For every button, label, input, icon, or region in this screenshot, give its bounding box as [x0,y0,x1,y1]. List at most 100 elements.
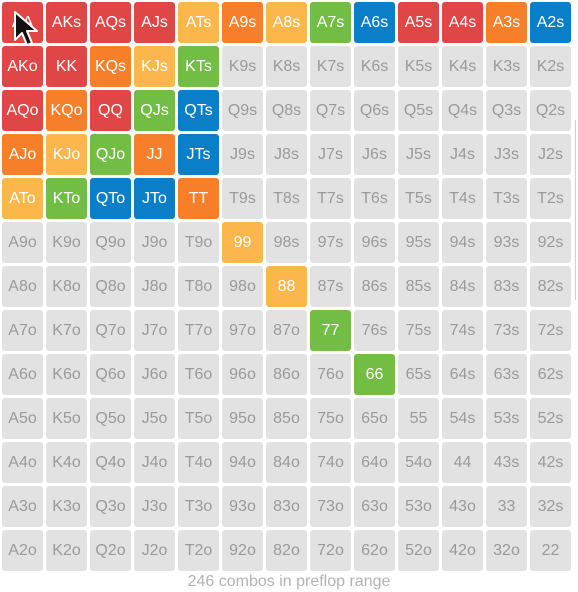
hand-cell-53o[interactable]: 53o [398,486,439,527]
hand-cell-KK[interactable]: KK [46,46,87,87]
hand-cell-Q9o[interactable]: Q9o [90,222,131,263]
hand-cell-A8s[interactable]: A8s [266,2,307,43]
hand-cell-97s[interactable]: 97s [310,222,351,263]
hand-cell-73o[interactable]: 73o [310,486,351,527]
hand-cell-96s[interactable]: 96s [354,222,395,263]
hand-cell-43o[interactable]: 43o [442,486,483,527]
hand-cell-Q4s[interactable]: Q4s [442,90,483,131]
hand-cell-ATo[interactable]: ATo [2,178,43,219]
hand-cell-A5s[interactable]: A5s [398,2,439,43]
hand-cell-76s[interactable]: 76s [354,310,395,351]
hand-cell-AA[interactable]: AA [2,2,43,43]
hand-cell-K8s[interactable]: K8s [266,46,307,87]
hand-cell-66[interactable]: 66 [354,354,395,395]
hand-cell-87o[interactable]: 87o [266,310,307,351]
hand-cell-QTs[interactable]: QTs [178,90,219,131]
hand-cell-93s[interactable]: 93s [486,222,527,263]
hand-cell-KJs[interactable]: KJs [134,46,175,87]
hand-cell-88[interactable]: 88 [266,266,307,307]
hand-cell-94s[interactable]: 94s [442,222,483,263]
hand-cell-J3o[interactable]: J3o [134,486,175,527]
hand-cell-KQo[interactable]: KQo [46,90,87,131]
hand-cell-T5o[interactable]: T5o [178,398,219,439]
hand-cell-AJs[interactable]: AJs [134,2,175,43]
hand-cell-T6s[interactable]: T6s [354,178,395,219]
hand-cell-72s[interactable]: 72s [530,310,571,351]
hand-cell-52s[interactable]: 52s [530,398,571,439]
hand-cell-84o[interactable]: 84o [266,442,307,483]
hand-cell-QQ[interactable]: QQ [90,90,131,131]
hand-cell-QJo[interactable]: QJo [90,134,131,175]
hand-cell-J7o[interactable]: J7o [134,310,175,351]
hand-cell-J2s[interactable]: J2s [530,134,571,175]
hand-cell-43s[interactable]: 43s [486,442,527,483]
hand-cell-T8o[interactable]: T8o [178,266,219,307]
hand-cell-T9s[interactable]: T9s [222,178,263,219]
hand-cell-A7o[interactable]: A7o [2,310,43,351]
hand-cell-A3s[interactable]: A3s [486,2,527,43]
hand-cell-Q5o[interactable]: Q5o [90,398,131,439]
hand-cell-A2s[interactable]: A2s [530,2,571,43]
hand-cell-85s[interactable]: 85s [398,266,439,307]
hand-cell-62o[interactable]: 62o [354,530,395,571]
hand-cell-44[interactable]: 44 [442,442,483,483]
hand-cell-82s[interactable]: 82s [530,266,571,307]
hand-cell-A6o[interactable]: A6o [2,354,43,395]
hand-cell-86s[interactable]: 86s [354,266,395,307]
hand-cell-Q8o[interactable]: Q8o [90,266,131,307]
hand-cell-87s[interactable]: 87s [310,266,351,307]
hand-cell-33[interactable]: 33 [486,486,527,527]
hand-cell-Q6s[interactable]: Q6s [354,90,395,131]
hand-cell-75o[interactable]: 75o [310,398,351,439]
hand-cell-AJo[interactable]: AJo [2,134,43,175]
hand-cell-77[interactable]: 77 [310,310,351,351]
hand-cell-J7s[interactable]: J7s [310,134,351,175]
hand-cell-92o[interactable]: 92o [222,530,263,571]
hand-cell-T2s[interactable]: T2s [530,178,571,219]
hand-cell-85o[interactable]: 85o [266,398,307,439]
hand-cell-AQo[interactable]: AQo [2,90,43,131]
hand-cell-A6s[interactable]: A6s [354,2,395,43]
hand-cell-JTo[interactable]: JTo [134,178,175,219]
hand-cell-92s[interactable]: 92s [530,222,571,263]
hand-cell-54o[interactable]: 54o [398,442,439,483]
hand-cell-86o[interactable]: 86o [266,354,307,395]
hand-cell-ATs[interactable]: ATs [178,2,219,43]
hand-cell-K9o[interactable]: K9o [46,222,87,263]
hand-cell-42o[interactable]: 42o [442,530,483,571]
hand-cell-63s[interactable]: 63s [486,354,527,395]
hand-cell-J8s[interactable]: J8s [266,134,307,175]
hand-cell-65s[interactable]: 65s [398,354,439,395]
hand-cell-32s[interactable]: 32s [530,486,571,527]
hand-cell-T5s[interactable]: T5s [398,178,439,219]
hand-cell-55[interactable]: 55 [398,398,439,439]
hand-cell-K2s[interactable]: K2s [530,46,571,87]
hand-cell-53s[interactable]: 53s [486,398,527,439]
hand-cell-A9s[interactable]: A9s [222,2,263,43]
hand-cell-A7s[interactable]: A7s [310,2,351,43]
hand-cell-74s[interactable]: 74s [442,310,483,351]
hand-cell-Q2o[interactable]: Q2o [90,530,131,571]
hand-cell-Q7s[interactable]: Q7s [310,90,351,131]
hand-cell-74o[interactable]: 74o [310,442,351,483]
hand-cell-52o[interactable]: 52o [398,530,439,571]
hand-cell-Q6o[interactable]: Q6o [90,354,131,395]
hand-cell-K4s[interactable]: K4s [442,46,483,87]
hand-cell-54s[interactable]: 54s [442,398,483,439]
hand-cell-72o[interactable]: 72o [310,530,351,571]
hand-cell-K7o[interactable]: K7o [46,310,87,351]
hand-cell-T2o[interactable]: T2o [178,530,219,571]
hand-cell-93o[interactable]: 93o [222,486,263,527]
hand-cell-K8o[interactable]: K8o [46,266,87,307]
hand-cell-AKs[interactable]: AKs [46,2,87,43]
hand-cell-KTs[interactable]: KTs [178,46,219,87]
hand-cell-KQs[interactable]: KQs [90,46,131,87]
hand-cell-K4o[interactable]: K4o [46,442,87,483]
hand-cell-A5o[interactable]: A5o [2,398,43,439]
hand-cell-84s[interactable]: 84s [442,266,483,307]
hand-cell-AQs[interactable]: AQs [90,2,131,43]
hand-cell-K9s[interactable]: K9s [222,46,263,87]
hand-cell-83o[interactable]: 83o [266,486,307,527]
hand-cell-73s[interactable]: 73s [486,310,527,351]
hand-cell-J6o[interactable]: J6o [134,354,175,395]
